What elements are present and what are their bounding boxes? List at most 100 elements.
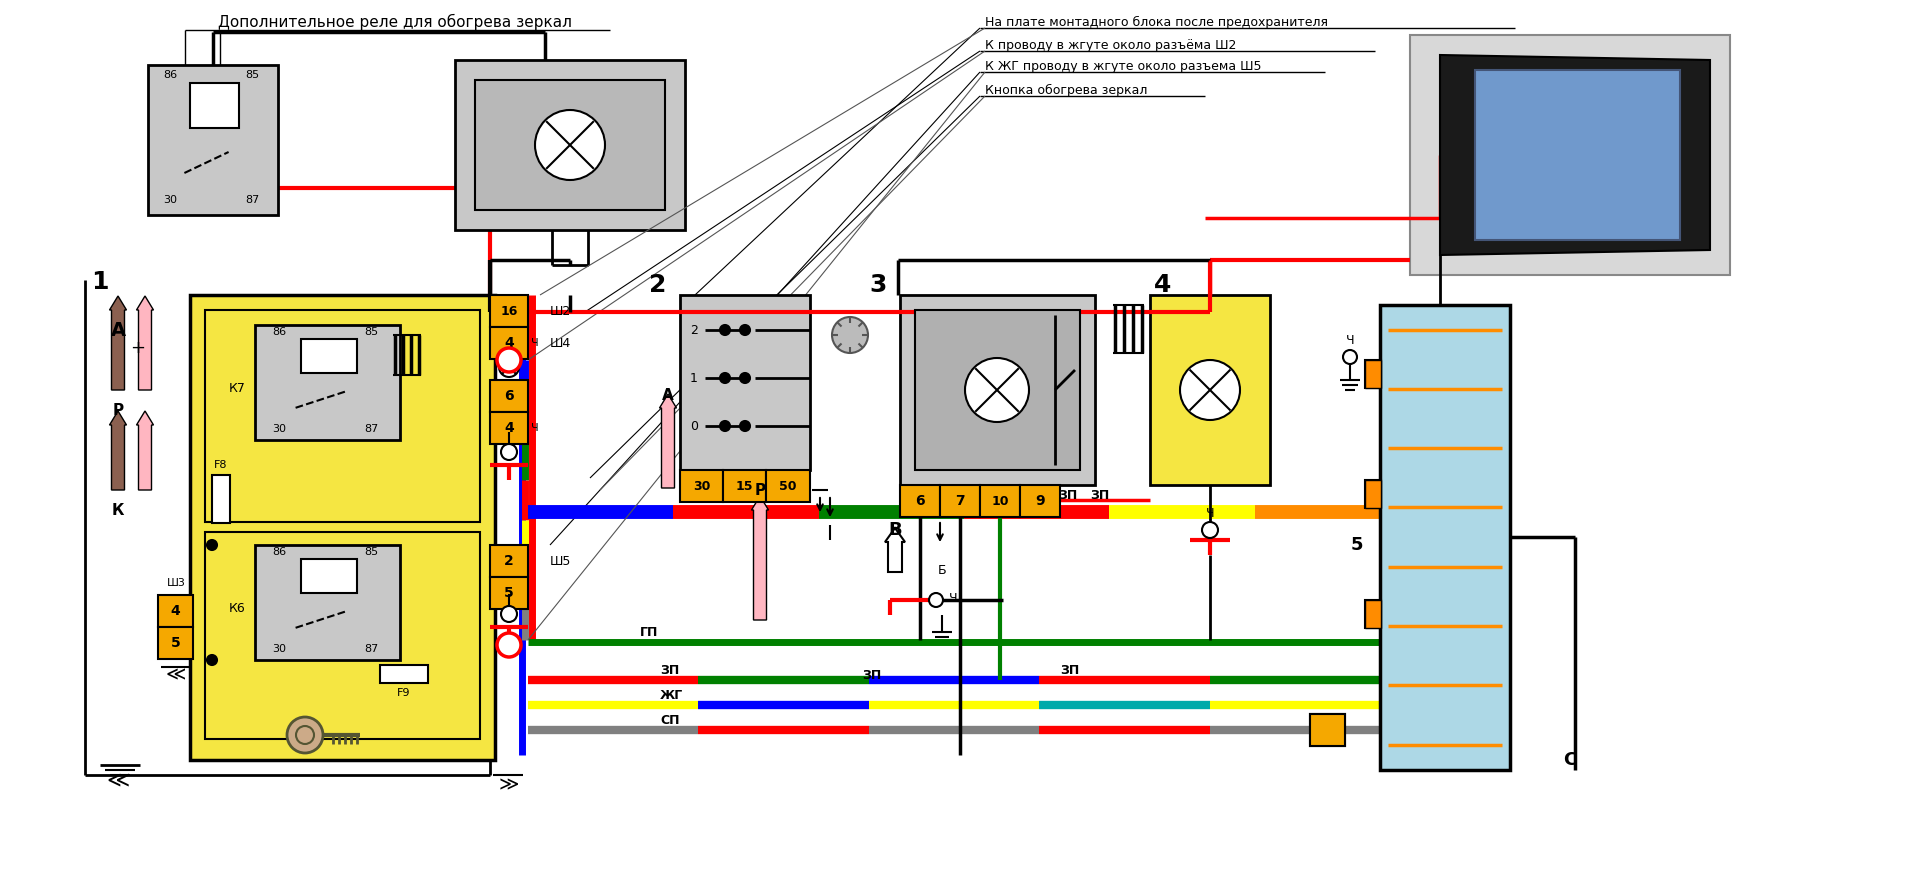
Text: 6: 6 bbox=[505, 389, 515, 403]
Bar bbox=[490, 380, 528, 412]
Text: 1: 1 bbox=[92, 270, 109, 294]
Circle shape bbox=[497, 348, 520, 372]
Circle shape bbox=[536, 110, 605, 180]
FancyArrow shape bbox=[136, 296, 154, 390]
Text: 85: 85 bbox=[246, 70, 259, 80]
Text: Ш5: Ш5 bbox=[549, 554, 572, 568]
Text: 87: 87 bbox=[246, 195, 259, 205]
Circle shape bbox=[497, 633, 520, 657]
Text: К7: К7 bbox=[228, 382, 246, 395]
Circle shape bbox=[1181, 360, 1240, 420]
Bar bbox=[190, 295, 495, 760]
Bar bbox=[941, 485, 979, 517]
Bar bbox=[1365, 600, 1380, 628]
Text: 86: 86 bbox=[273, 327, 286, 337]
Text: Ш2: Ш2 bbox=[549, 304, 572, 318]
Text: 86: 86 bbox=[273, 547, 286, 557]
Bar bbox=[205, 310, 480, 522]
Text: 4: 4 bbox=[171, 604, 180, 618]
Circle shape bbox=[720, 373, 730, 383]
Text: К ЖГ проводу в жгуте около разъема Ш5: К ЖГ проводу в жгуте около разъема Ш5 bbox=[985, 60, 1261, 72]
FancyArrow shape bbox=[751, 496, 768, 620]
Circle shape bbox=[207, 655, 217, 665]
Circle shape bbox=[296, 726, 315, 744]
FancyArrow shape bbox=[885, 528, 904, 572]
Text: ЖГ: ЖГ bbox=[660, 688, 684, 701]
Text: 5: 5 bbox=[171, 636, 180, 650]
Circle shape bbox=[720, 325, 730, 335]
Bar bbox=[1380, 305, 1509, 770]
Text: 6: 6 bbox=[916, 494, 925, 508]
Text: 87: 87 bbox=[365, 423, 378, 434]
Text: F8: F8 bbox=[215, 460, 228, 470]
Text: К6: К6 bbox=[228, 602, 246, 615]
Text: Ч: Ч bbox=[532, 423, 540, 433]
Text: 2: 2 bbox=[689, 324, 699, 336]
Bar bbox=[680, 470, 724, 502]
Bar bbox=[190, 83, 238, 128]
Text: P: P bbox=[755, 482, 766, 497]
Bar bbox=[255, 545, 399, 660]
Text: ЗП: ЗП bbox=[1091, 488, 1110, 502]
Bar bbox=[490, 412, 528, 444]
Bar bbox=[157, 595, 194, 627]
Circle shape bbox=[966, 358, 1029, 422]
Bar bbox=[455, 60, 685, 230]
Bar bbox=[211, 475, 230, 523]
Bar bbox=[979, 485, 1020, 517]
Text: A: A bbox=[662, 387, 674, 402]
Bar bbox=[680, 295, 810, 470]
Polygon shape bbox=[1440, 55, 1711, 255]
Circle shape bbox=[831, 317, 868, 353]
Bar bbox=[1365, 600, 1380, 628]
Bar bbox=[1020, 485, 1060, 517]
Bar bbox=[1365, 360, 1380, 388]
Text: 1: 1 bbox=[689, 371, 699, 385]
Text: F9: F9 bbox=[397, 688, 411, 698]
Bar bbox=[766, 470, 810, 502]
Bar bbox=[490, 577, 528, 609]
Text: К: К bbox=[111, 502, 125, 517]
Bar bbox=[205, 532, 480, 739]
Text: 7: 7 bbox=[954, 494, 966, 508]
Bar bbox=[1365, 480, 1380, 508]
Text: 85: 85 bbox=[365, 547, 378, 557]
Text: 3: 3 bbox=[870, 273, 887, 297]
Text: 9: 9 bbox=[1035, 494, 1044, 508]
Bar bbox=[255, 325, 399, 440]
Bar bbox=[900, 485, 941, 517]
Text: ≪: ≪ bbox=[106, 770, 131, 790]
Text: Б: Б bbox=[937, 563, 947, 576]
Bar bbox=[724, 470, 766, 502]
Text: 50: 50 bbox=[780, 480, 797, 493]
Text: ЗП: ЗП bbox=[862, 669, 881, 681]
Text: СП: СП bbox=[660, 714, 680, 727]
Text: Ч: Ч bbox=[1346, 334, 1354, 347]
Text: 4: 4 bbox=[505, 421, 515, 435]
Text: ГП: ГП bbox=[639, 626, 659, 639]
FancyArrow shape bbox=[109, 411, 127, 490]
Text: На плате монтадного блока после предохранителя: На плате монтадного блока после предохра… bbox=[985, 16, 1329, 28]
Text: 10: 10 bbox=[991, 495, 1008, 508]
Bar bbox=[148, 65, 278, 215]
Text: 4: 4 bbox=[1154, 273, 1171, 297]
Text: Ч: Ч bbox=[532, 338, 540, 348]
Bar bbox=[900, 295, 1094, 485]
Text: 87: 87 bbox=[365, 643, 378, 654]
Text: Кнопка обогрева зеркал: Кнопка обогрева зеркал bbox=[985, 84, 1148, 97]
Bar bbox=[474, 80, 664, 210]
Text: Ч: Ч bbox=[1206, 507, 1213, 519]
Bar bbox=[490, 327, 528, 359]
Circle shape bbox=[207, 540, 217, 550]
FancyArrow shape bbox=[659, 394, 676, 488]
Text: 2: 2 bbox=[649, 273, 666, 297]
Bar bbox=[1409, 35, 1730, 275]
Text: 15: 15 bbox=[735, 480, 753, 493]
Circle shape bbox=[501, 606, 516, 622]
Text: Ш3: Ш3 bbox=[167, 578, 186, 588]
Circle shape bbox=[929, 593, 943, 607]
Text: Дополнительное реле для обогрева зеркал: Дополнительное реле для обогрева зеркал bbox=[219, 14, 572, 30]
Text: С: С bbox=[1563, 751, 1576, 769]
Bar bbox=[1475, 70, 1680, 240]
Circle shape bbox=[739, 421, 751, 431]
